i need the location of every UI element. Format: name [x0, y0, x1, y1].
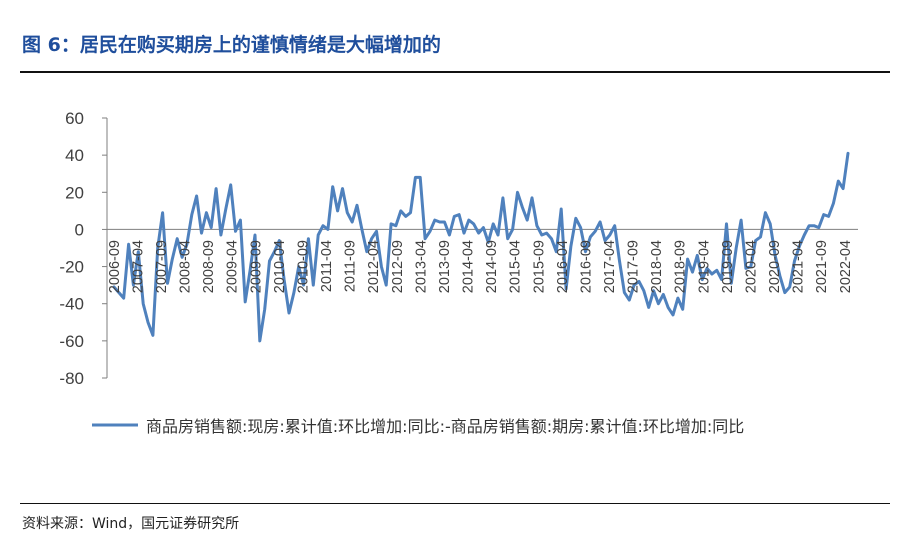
y-tick-label: -20: [59, 258, 84, 277]
x-tick-label: 2013-09: [437, 240, 453, 293]
y-tick-label: 20: [65, 183, 84, 202]
x-tick-label: 2019-09: [720, 240, 736, 293]
y-axis-ticks: 60 40 20 0 -20 -40 -60 -80: [59, 109, 84, 388]
x-tick-label: 2008-04: [178, 240, 194, 293]
x-tick-label: 2009-04: [225, 240, 241, 293]
x-tick-label: 2010-04: [272, 240, 288, 293]
y-tick-label: 40: [65, 146, 84, 165]
x-tick-label: 2021-09: [814, 240, 830, 293]
x-tick-label: 2011-09: [343, 240, 359, 292]
x-tick-label: 2017-09: [626, 240, 642, 293]
x-tick-label: 2007-04: [130, 240, 146, 293]
x-tick-label: 2022-04: [838, 240, 854, 293]
x-tick-label: 2020-04: [744, 240, 760, 293]
series-line: [112, 151, 850, 343]
x-tick-label: 2010-09: [295, 240, 311, 293]
y-tick-label: -40: [59, 295, 84, 314]
x-tick-label: 2006-09: [107, 240, 123, 293]
y-tick-label: 60: [65, 109, 84, 128]
y-tick-label: -80: [59, 369, 84, 388]
x-tick-label: 2007-09: [154, 240, 170, 293]
legend-label: 商品房销售额:现房:累计值:环比增加:同比:-商品房销售额:期房:累计值:环比增…: [146, 417, 745, 436]
x-tick-label: 2012-09: [390, 240, 406, 293]
top-rule: [20, 71, 890, 73]
x-tick-label: 2011-04: [319, 240, 335, 292]
y-tick-label: -60: [59, 332, 84, 351]
x-tick-label: 2021-04: [791, 240, 807, 293]
x-tick-label: 2016-09: [578, 240, 594, 293]
x-tick-label: 2012-04: [366, 240, 382, 293]
x-tick-label: 2014-09: [484, 240, 500, 293]
x-tick-label: 2015-04: [508, 240, 524, 293]
x-axis-ticks: 2006-09 2007-04 2007-09 2008-04 2008-09 2009-…: [107, 240, 854, 293]
x-tick-label: 2019-04: [696, 240, 712, 293]
bottom-rule: [20, 503, 890, 504]
x-tick-label: 2015-09: [531, 240, 547, 293]
x-tick-label: 2018-09: [673, 240, 689, 293]
x-tick-label: 2014-04: [461, 240, 477, 293]
x-tick-label: 2020-09: [767, 240, 783, 293]
x-tick-label: 2013-04: [413, 240, 429, 293]
source-note: 资料来源：Wind，国元证券研究所: [22, 516, 240, 532]
x-tick-label: 2018-04: [649, 240, 665, 293]
x-tick-label: 2009-09: [248, 240, 264, 293]
x-tick-label: 2008-09: [201, 240, 217, 293]
x-tick-label: 2016-04: [555, 240, 571, 293]
chart-title: 图 6：居民在购买期房上的谨慎情绪是大幅增加的: [22, 34, 441, 56]
x-tick-label: 2017-04: [602, 240, 618, 293]
y-tick-label: 0: [75, 220, 84, 239]
series-group: [112, 151, 850, 343]
